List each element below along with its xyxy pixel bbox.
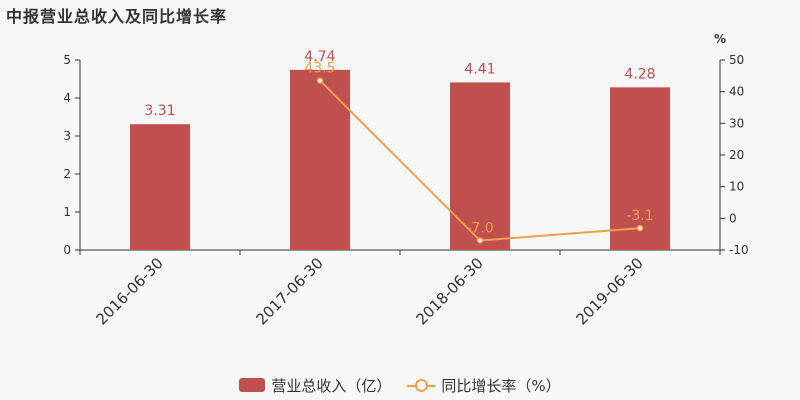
legend-item-growth[interactable]: 同比增长率（%） (407, 375, 561, 396)
legend-label-revenue: 营业总收入（亿） (271, 376, 392, 395)
legend-swatch-bar (239, 378, 266, 392)
y-tick-label-left: 3 (63, 129, 71, 143)
y-tick-label-left: 1 (63, 205, 71, 219)
bar-value-label: 4.41 (464, 61, 495, 77)
growth-point (316, 77, 324, 84)
bar-value-label: 4.74 (304, 49, 335, 65)
bar-value-label: 3.31 (144, 103, 175, 119)
x-tick-label: 2018-06-30 (412, 254, 486, 328)
growth-point (636, 224, 644, 232)
growth-value-label: -7.0 (466, 221, 493, 237)
x-tick-label: 2016-06-30 (92, 254, 166, 328)
bar (290, 69, 350, 250)
y-tick-label-left: 2 (63, 167, 71, 181)
bar (610, 87, 670, 250)
growth-value-label: -3.1 (626, 208, 653, 224)
y-tick-label-left: 4 (63, 91, 71, 105)
y-tick-label-left: 5 (63, 53, 71, 67)
x-tick-label: 2019-06-30 (572, 254, 646, 328)
y-tick-label-right: -10 (729, 243, 749, 257)
bar (130, 124, 190, 250)
y-tick-label-right: 20 (729, 148, 744, 162)
legend-item-revenue[interactable]: 营业总收入（亿） (239, 375, 391, 396)
y-tick-label-right: 0 (729, 211, 737, 225)
y-tick-label-right: 40 (729, 85, 744, 99)
chart-title: 中报营业总收入及同比增长率 (6, 7, 228, 26)
legend-label-growth: 同比增长率（%） (441, 376, 561, 395)
y-tick-label-right: 50 (729, 53, 744, 67)
growth-value-label: 43.5 (304, 61, 335, 77)
legend[interactable]: 营业总收入（亿） 同比增长率（%） (0, 374, 800, 396)
growth-point (476, 237, 484, 244)
legend-swatch-line (407, 378, 436, 392)
y-tick-label-right: 30 (729, 116, 744, 130)
bar-value-label: 4.28 (624, 66, 655, 82)
x-tick-label: 2017-06-30 (252, 254, 326, 328)
y-axis-right-unit: % (714, 32, 726, 46)
y-tick-label-right: 10 (729, 180, 744, 194)
bar (450, 82, 510, 250)
y-tick-label-left: 0 (63, 243, 71, 257)
